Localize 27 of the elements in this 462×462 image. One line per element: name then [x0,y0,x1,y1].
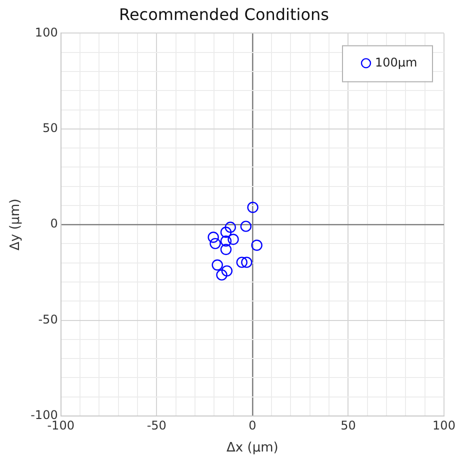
point [236,256,248,268]
point [220,226,232,238]
point [241,256,252,268]
legend-label: 100µm [375,55,418,70]
point [208,232,219,243]
y-axis-title: Δy (µm) [8,198,24,250]
point [220,235,232,247]
point [224,222,236,233]
x-tick-label: 0 [248,418,256,432]
point [251,240,262,251]
point [220,244,232,256]
x-axis-title: Δx (µm) [226,440,278,456]
y-tick-label: 100 [34,25,58,40]
point [212,259,223,271]
point [228,234,239,245]
chart-title: Recommended Conditions [119,4,329,24]
y-tick-label: -50 [38,312,58,326]
point [221,265,233,277]
point [216,269,228,281]
point [240,220,252,232]
x-tick-label: 50 [340,418,356,432]
x-tick-label: 100 [432,418,456,432]
y-tick-label: 50 [42,121,58,136]
point [247,202,258,213]
y-tick-label: 0 [50,216,58,231]
point [210,238,221,250]
x-tick-label: -50 [146,418,166,432]
